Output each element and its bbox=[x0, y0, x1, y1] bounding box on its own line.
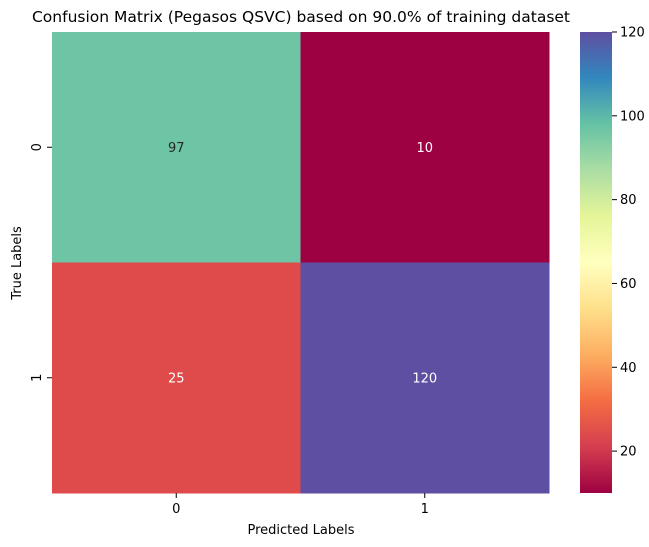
colorbar-tick-label: 60 bbox=[620, 277, 637, 292]
cell-value-label: 10 bbox=[416, 141, 433, 156]
heatmap-cell bbox=[52, 262, 301, 494]
x-tick-label: 1 bbox=[421, 502, 429, 517]
y-tick-label: 1 bbox=[30, 374, 45, 382]
colorbar-tick-label: 40 bbox=[620, 361, 637, 376]
colorbar bbox=[580, 32, 612, 493]
cell-value-label: 97 bbox=[168, 141, 185, 156]
cell-value-label: 25 bbox=[168, 371, 185, 386]
colorbar-tick-label: 20 bbox=[620, 445, 637, 460]
heatmap-cell bbox=[300, 32, 550, 263]
x-axis-label: Predicted Labels bbox=[247, 523, 354, 538]
colorbar-ticks: 20 40 60 80 100 120 bbox=[612, 26, 645, 460]
chart-title: Confusion Matrix (Pegasos QSVC) based on… bbox=[32, 8, 570, 26]
heatmap-cell bbox=[52, 32, 301, 263]
cell-value-label: 120 bbox=[412, 371, 437, 386]
x-tick-label: 0 bbox=[172, 502, 180, 517]
heatmap-cell bbox=[300, 262, 550, 494]
colorbar-tick-label: 100 bbox=[620, 109, 645, 124]
y-tick-label: 0 bbox=[30, 143, 45, 151]
y-axis-ticks: 01 bbox=[30, 143, 52, 382]
heatmap-grid: 97 10 25 120 bbox=[52, 32, 550, 494]
y-axis-label: True Labels bbox=[10, 226, 25, 301]
colorbar-tick-label: 120 bbox=[620, 26, 645, 41]
colorbar-tick-label: 80 bbox=[620, 193, 637, 208]
